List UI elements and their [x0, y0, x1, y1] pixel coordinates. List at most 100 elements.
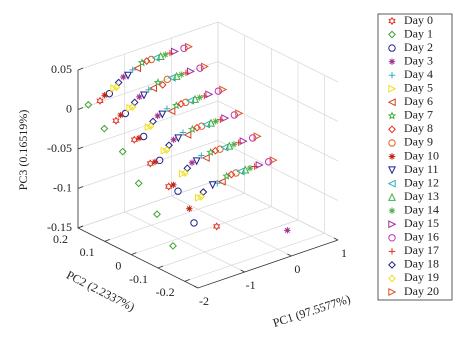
data-point	[212, 118, 219, 125]
data-point	[149, 84, 158, 93]
data-point	[156, 51, 165, 60]
data-point	[158, 110, 167, 119]
z-tick-label: -0.15	[47, 220, 72, 234]
z-tick-label: 0.05	[51, 62, 72, 76]
grid-line	[77, 61, 219, 110]
data-point	[136, 93, 143, 101]
data-point	[239, 137, 248, 146]
data-point	[100, 124, 109, 133]
data-point	[162, 146, 171, 154]
data-point	[135, 134, 143, 142]
data-point	[220, 143, 229, 152]
data-point	[186, 67, 195, 76]
data-point	[248, 134, 257, 142]
grid-line	[217, 61, 339, 122]
data-point	[84, 100, 93, 109]
legend-marker	[387, 98, 396, 107]
data-point	[236, 167, 245, 176]
legend-marker	[388, 248, 396, 255]
data-point	[133, 64, 142, 73]
data-point	[196, 64, 204, 72]
data-point	[154, 112, 161, 120]
grid-line	[77, 179, 219, 229]
legend-marker	[387, 166, 397, 175]
data-point	[151, 53, 160, 62]
data-point	[105, 90, 114, 98]
grid-line	[171, 195, 292, 257]
legend-marker	[388, 260, 396, 269]
data-point	[178, 71, 185, 78]
tick-mark	[77, 107, 84, 110]
data-point	[186, 96, 195, 105]
legend-marker	[387, 179, 396, 188]
data-point	[284, 227, 291, 234]
legend-label: Day 15	[404, 216, 439, 230]
data-point	[197, 122, 206, 130]
legend-marker	[388, 274, 396, 283]
tick-mark	[157, 265, 164, 269]
data-point	[196, 94, 203, 101]
tick-mark	[184, 278, 190, 282]
data-point	[184, 42, 193, 51]
data-point	[190, 219, 198, 227]
legend-label: Day 9	[404, 135, 433, 149]
data-point	[128, 103, 137, 112]
y-tick-label: -0.1	[129, 272, 148, 286]
data-point	[174, 134, 183, 143]
legend-label: Day 12	[404, 175, 439, 189]
data-point	[153, 210, 161, 219]
data-point	[200, 62, 209, 71]
data-point	[193, 123, 201, 132]
grid-line	[217, 21, 339, 83]
legend-marker	[388, 58, 396, 65]
grid-line	[184, 233, 325, 282]
data-point	[235, 139, 242, 146]
data-point	[205, 90, 214, 99]
legend-marker	[388, 234, 396, 242]
data-point	[123, 71, 133, 80]
legend-label: Day 16	[404, 230, 439, 244]
tick-mark	[77, 225, 84, 229]
legend-label: Day 17	[404, 243, 439, 257]
z-tick-label: -0.05	[47, 141, 72, 155]
data-point	[180, 44, 188, 52]
data-point	[167, 73, 176, 82]
legend-label: Day 14	[404, 202, 439, 216]
tick-mark	[77, 67, 84, 71]
y-axis-label: PC2 (2.2337%)	[64, 268, 137, 314]
legend-label: Day 3	[404, 53, 433, 67]
data-point	[139, 132, 148, 141]
z-tick-label: -0.1	[53, 180, 72, 194]
legend-label: Day 2	[404, 40, 433, 54]
legend-label: Day 0	[404, 13, 433, 27]
data-point	[112, 116, 120, 125]
data-point	[170, 136, 177, 143]
x-tick-label: 1	[341, 246, 347, 260]
data-point	[216, 145, 224, 153]
tick-mark	[333, 237, 339, 241]
data-point	[155, 156, 164, 164]
data-point	[208, 181, 217, 190]
data-point	[264, 158, 273, 166]
data-point	[201, 153, 210, 162]
data-point	[158, 80, 167, 89]
data-point	[255, 160, 264, 169]
grid-line	[104, 193, 245, 242]
data-point	[246, 164, 254, 172]
data-point	[214, 87, 223, 95]
data-point	[169, 241, 177, 250]
data-point	[117, 111, 124, 119]
data-point	[232, 169, 240, 177]
x-tick-label: -2	[199, 294, 209, 308]
legend-label: Day 11	[404, 162, 439, 176]
legend-label: Day 10	[404, 148, 439, 162]
data-point	[269, 156, 278, 165]
legend-marker	[387, 192, 397, 201]
legend-label: Day 5	[404, 81, 433, 95]
data-point	[147, 55, 156, 64]
z-axis-label: PC3 (0.16519%)	[16, 110, 30, 191]
y-tick-label: 0.2	[53, 232, 68, 246]
data-point	[151, 158, 159, 166]
grid-line	[157, 219, 299, 269]
